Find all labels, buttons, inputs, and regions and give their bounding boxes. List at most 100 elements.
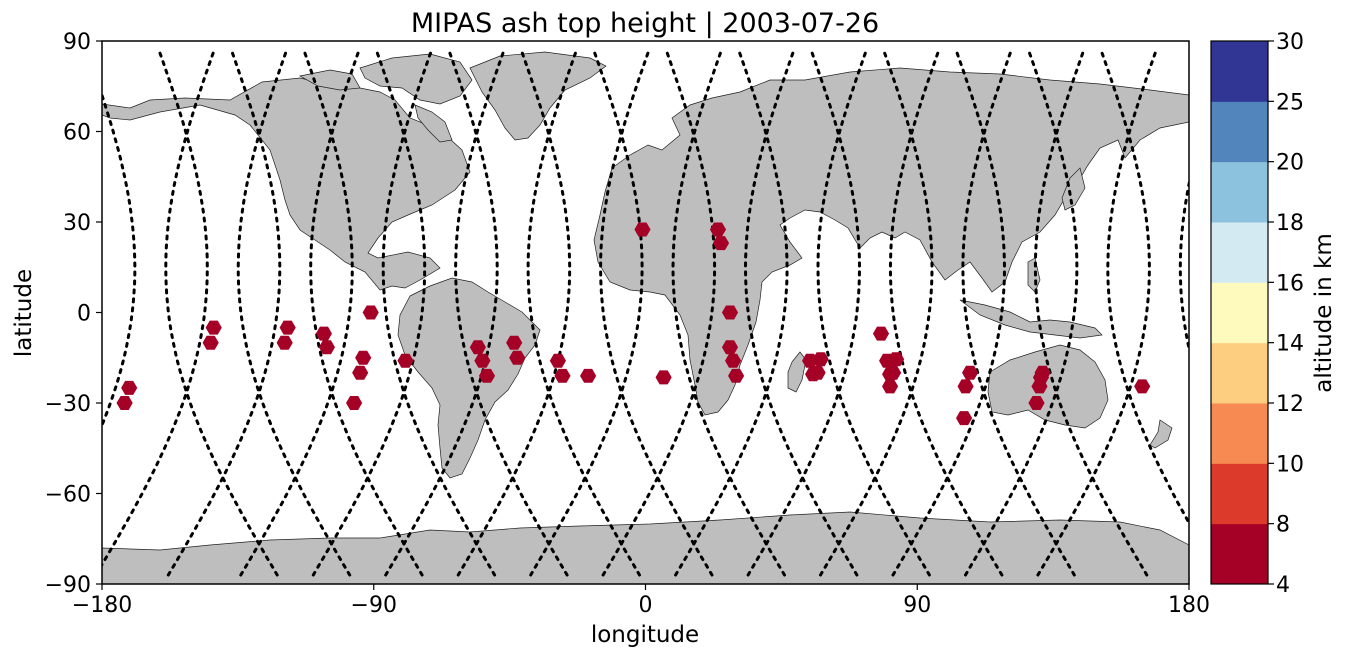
orbit-track (384, 48, 499, 577)
x-tick-label: −180 (72, 593, 132, 618)
orbit-track (671, 48, 786, 577)
colorbar-tick-label: 12 (1276, 392, 1304, 417)
y-tick-label: −90 (45, 573, 91, 598)
land-arctic-islands (298, 53, 473, 143)
land-madagascar (787, 351, 807, 393)
land-eurasia-africa (593, 67, 1189, 416)
land-se-asia-islands (959, 257, 1103, 339)
ash-marker (885, 365, 902, 380)
y-axis-ticks: −90 −60 −30 0 30 60 90 (45, 30, 102, 598)
y-tick-label: 90 (63, 30, 91, 55)
colorbar-segment (1211, 523, 1268, 585)
orbit-track (309, 48, 424, 577)
orbit-track (529, 48, 644, 577)
ash-marker (121, 380, 138, 395)
ash-marker (469, 340, 486, 355)
ash-markers (116, 222, 1151, 426)
orbit-track (236, 48, 352, 577)
satellite-tracks (102, 48, 1189, 577)
ash-marker (352, 365, 369, 380)
colorbar-tick-label: 14 (1276, 332, 1304, 357)
orbit-track (1033, 48, 1149, 577)
ash-marker (1031, 379, 1048, 394)
ash-marker (279, 320, 296, 335)
colorbar-tick-label: 16 (1276, 271, 1304, 296)
orbit-track (888, 48, 1004, 577)
ash-marker (315, 326, 332, 341)
ash-marker (346, 396, 363, 410)
orbit-track (746, 48, 862, 577)
ash-marker (882, 379, 899, 394)
ash-marker (712, 236, 730, 251)
colorbar-tick-label: 25 (1276, 90, 1304, 115)
ash-marker (957, 379, 974, 394)
ash-marker (1028, 396, 1045, 410)
orbit-track (891, 48, 1007, 577)
ash-marker (276, 335, 293, 350)
colorbar-tick-label: 4 (1276, 573, 1290, 598)
ash-marker (956, 411, 973, 426)
y-axis-label: latitude (11, 269, 37, 357)
x-tick-label: 180 (1168, 593, 1210, 618)
ash-marker (1134, 379, 1151, 394)
colorbar-segment (1211, 342, 1268, 404)
ash-marker (202, 335, 219, 350)
orbit-track (456, 48, 572, 577)
ash-marker (506, 335, 523, 350)
ash-marker (580, 368, 597, 383)
colorbar-segment (1211, 41, 1268, 102)
ash-marker (116, 396, 133, 410)
orbit-track (599, 48, 714, 577)
ash-marker (549, 353, 566, 368)
y-tick-label: −60 (45, 483, 91, 508)
orbit-track (239, 48, 354, 577)
ash-marker (812, 352, 829, 367)
colorbar-segment (1211, 101, 1268, 163)
orbit-track (526, 48, 641, 577)
ash-marker (962, 365, 979, 380)
orbit-track (1036, 48, 1151, 577)
orbit-track (311, 48, 427, 577)
orbit-track (601, 48, 717, 577)
orbit-track (743, 48, 859, 577)
y-tick-label: 30 (63, 211, 91, 236)
x-tick-label: 0 (639, 593, 653, 618)
ash-marker (318, 340, 335, 355)
ash-marker (205, 320, 222, 335)
orbit-track (964, 48, 1079, 577)
ash-marker (725, 353, 742, 368)
orbit-track (164, 48, 279, 577)
ash-marker (397, 353, 414, 368)
orbit-track (1106, 48, 1189, 526)
x-axis-ticks: −180 −90 0 90 180 (72, 584, 1210, 618)
land-japan-nz (1061, 167, 1173, 449)
orbit-track (102, 90, 137, 429)
colorbar-tick-label: 8 (1276, 513, 1290, 538)
colorbar-segment (1211, 222, 1268, 283)
colorbar-tick-label: 30 (1276, 30, 1304, 55)
ash-marker (721, 305, 739, 320)
ash-marker (362, 305, 379, 320)
colorbar-segment (1211, 161, 1268, 223)
colorbar-segment (1211, 463, 1268, 525)
orbit-track (816, 48, 931, 577)
ash-marker (709, 222, 727, 237)
land-south-america (397, 277, 541, 479)
map-area (102, 41, 1189, 584)
ash-marker (872, 326, 890, 341)
ash-marker (474, 353, 491, 368)
colorbar-segment (1211, 282, 1268, 344)
ash-marker (728, 368, 745, 383)
colorbar-label: altitude in km (1311, 233, 1337, 393)
ash-marker (554, 368, 571, 383)
ash-marker (809, 365, 826, 380)
colorbar: 4 8 10 12 14 16 18 20 25 30 (1210, 30, 1304, 598)
orbit-track (381, 48, 497, 577)
x-tick-label: −90 (351, 593, 397, 618)
land-antarctica (102, 511, 1189, 584)
colorbar-tick-label: 20 (1276, 151, 1304, 176)
y-tick-label: 60 (63, 121, 91, 146)
orbit-track (102, 48, 209, 568)
chart-title: MIPAS ash top height | 2003-07-26 (411, 8, 879, 39)
orbit-track (166, 48, 282, 577)
